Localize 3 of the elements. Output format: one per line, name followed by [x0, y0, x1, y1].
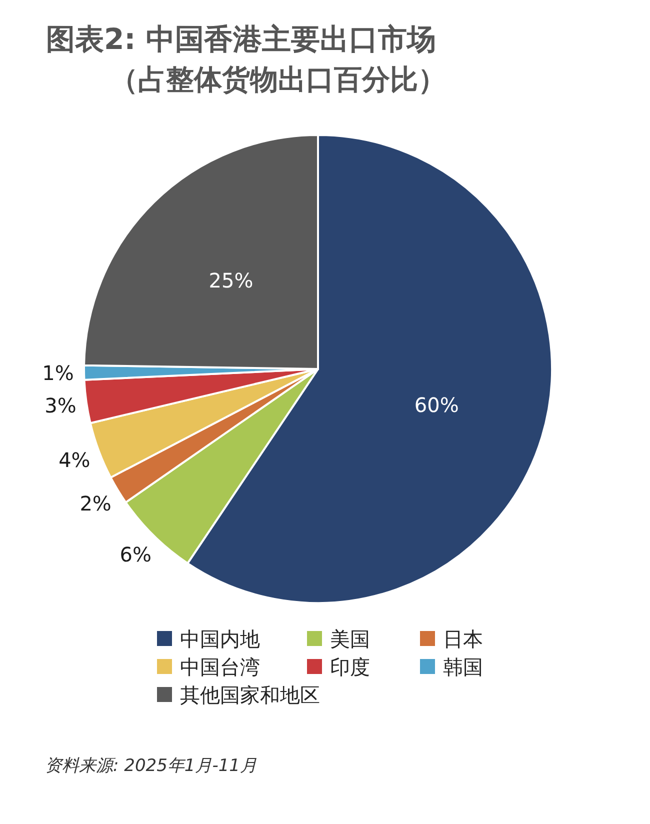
subtitle: （占整体货物出口百分比）: [110, 63, 446, 96]
title: 图表2: 中国香港主要出口市场: [46, 22, 436, 56]
annotation: 资料来源: 2025年1月-11月: [45, 756, 257, 776]
